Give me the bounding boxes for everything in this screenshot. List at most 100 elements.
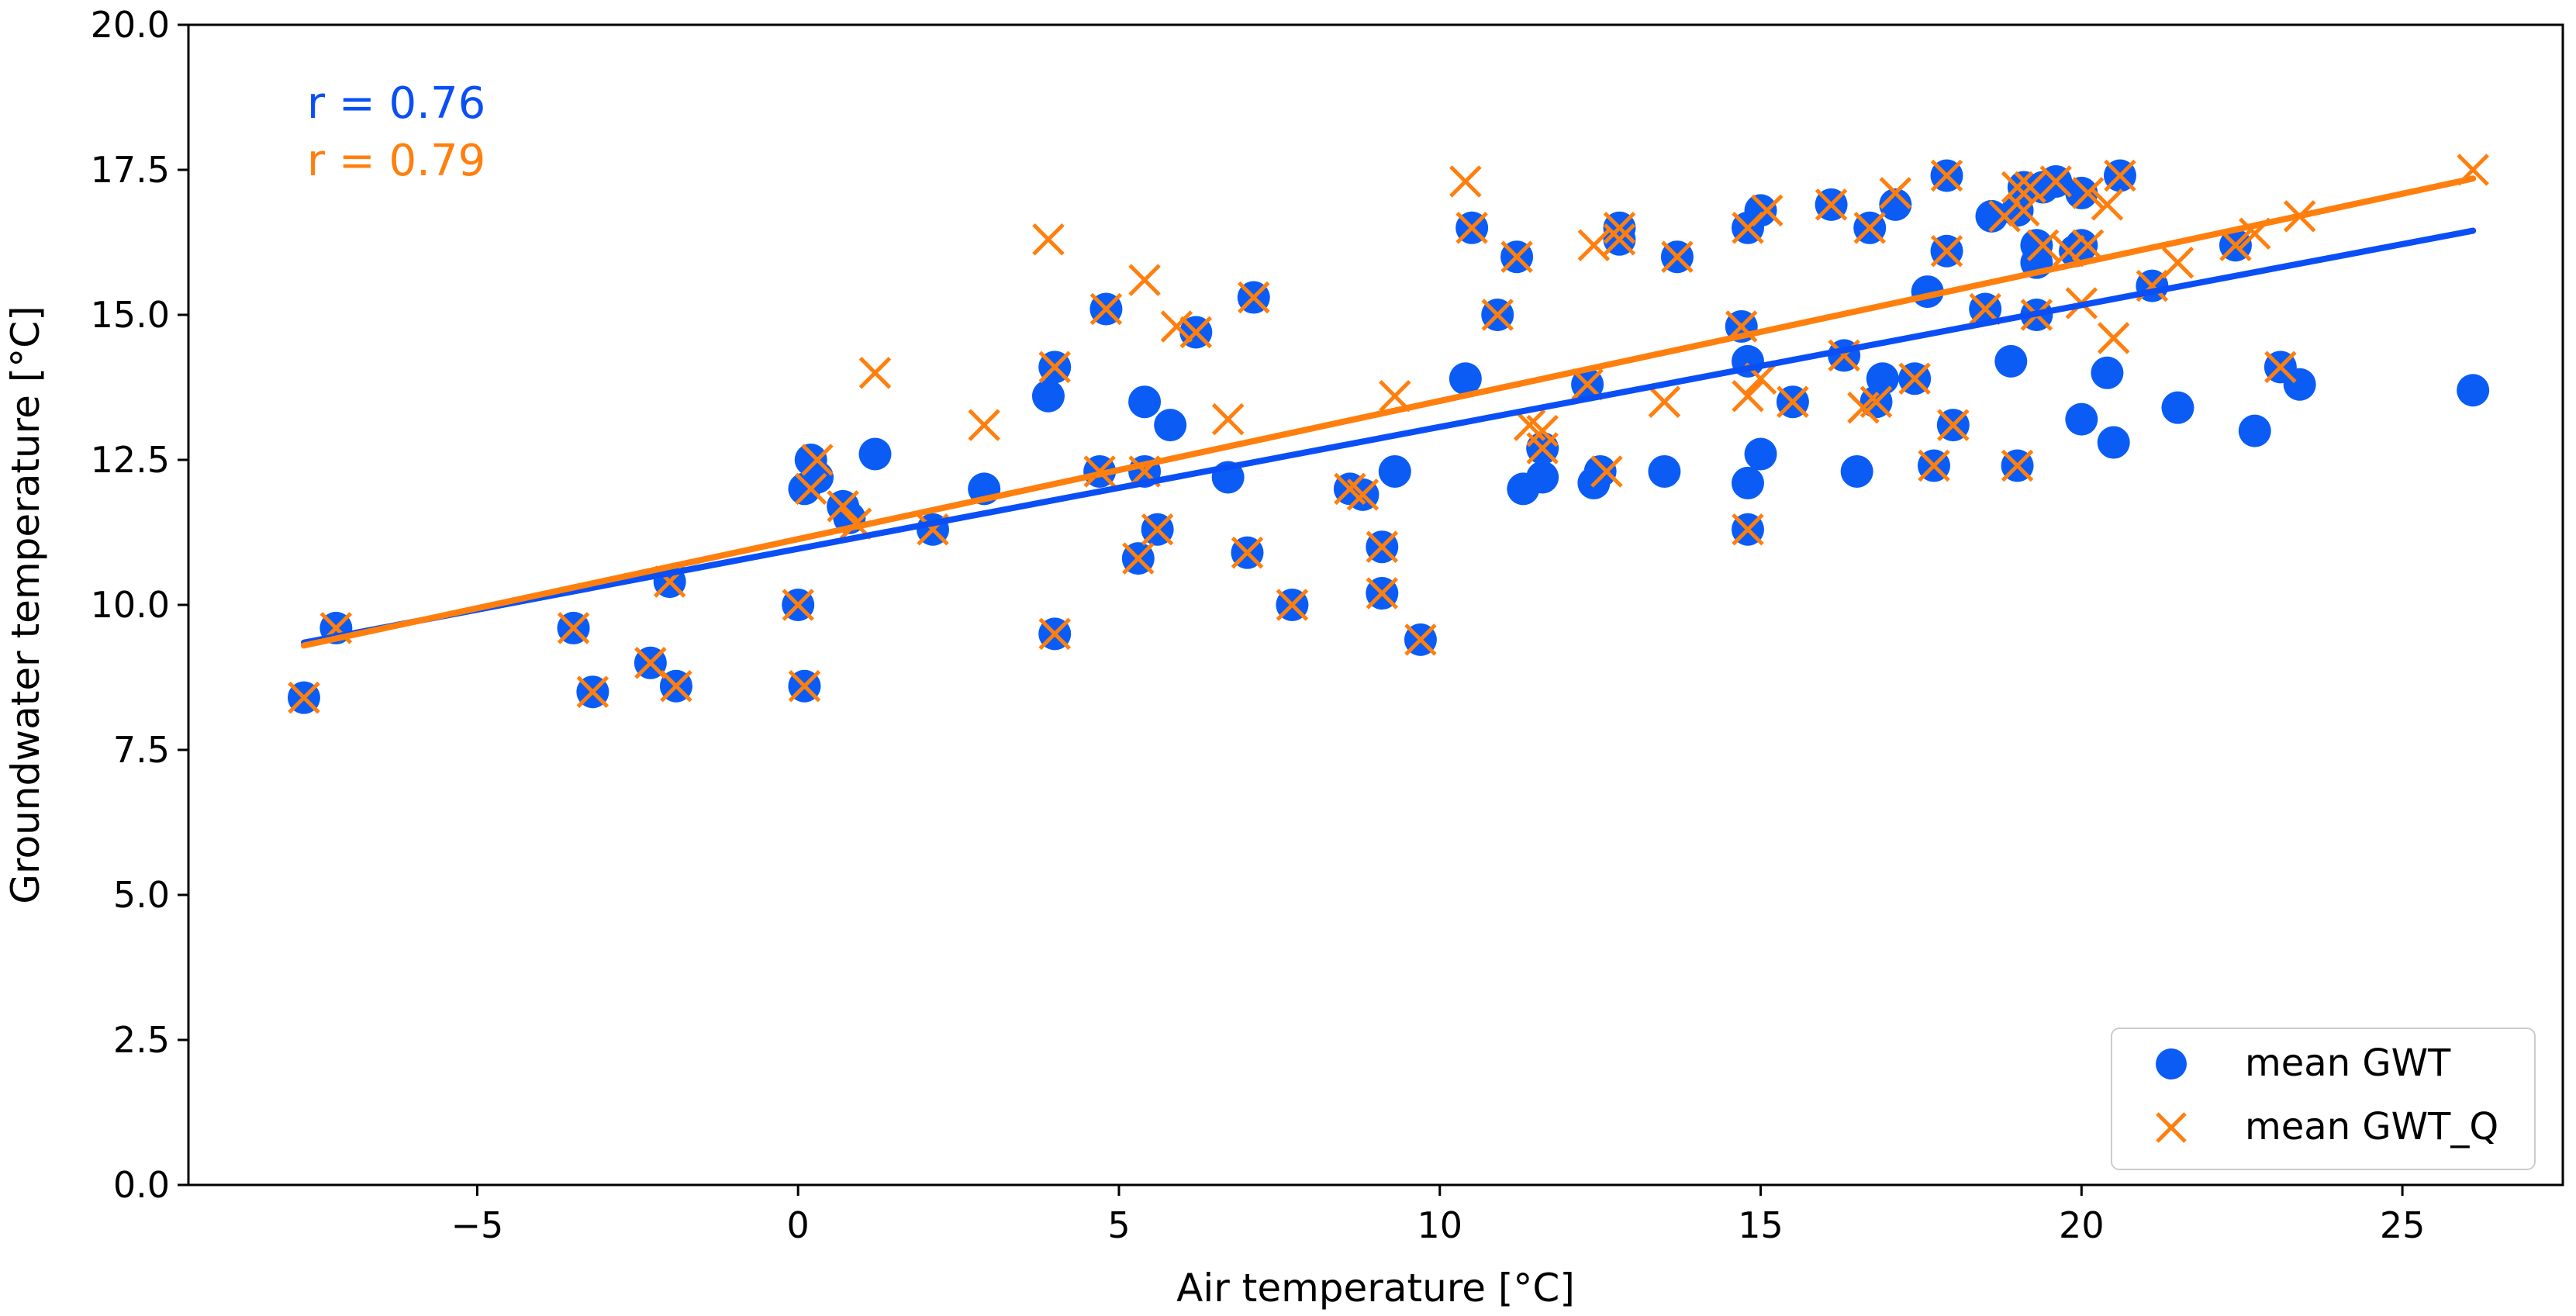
point-x-stroke xyxy=(1141,513,1174,546)
y-tick-label: 7.5 xyxy=(113,729,170,771)
y-tick-label: 0.0 xyxy=(113,1164,170,1206)
point-mean-gwt-q xyxy=(1122,542,1155,575)
point-x-stroke xyxy=(634,647,667,679)
point-mean-gwt-q xyxy=(827,490,859,523)
point-mean-gwt-q xyxy=(2008,194,2040,227)
point-x-stroke xyxy=(858,357,892,389)
point-mean-gwt-q xyxy=(1455,212,1488,244)
point-x-stroke xyxy=(2071,177,2105,209)
point-mean-gwt xyxy=(1744,194,1777,227)
point-x-stroke xyxy=(1930,234,1963,268)
point-mean-gwt-q xyxy=(1237,281,1270,314)
point-mean-gwt-q xyxy=(782,589,814,621)
point-mean-gwt-q xyxy=(1231,536,1264,569)
point-mean-gwt-q xyxy=(1751,194,1784,227)
point-mean-gwt-q xyxy=(2014,171,2046,204)
point-mean-gwt-q xyxy=(1449,165,1482,198)
point-mean-gwt-q xyxy=(1777,385,1809,418)
point-mean-gwt-q xyxy=(1918,449,1950,482)
point-mean-gwt-q xyxy=(1930,159,1963,192)
x-axis-title: Air temperature [°C] xyxy=(1176,1266,1575,1311)
point-mean-gwt-q xyxy=(968,409,1000,441)
point-x-stroke xyxy=(788,669,821,703)
point-mean-gwt-q xyxy=(2039,165,2072,198)
point-mean-gwt-q xyxy=(1577,229,1611,262)
point-mean-gwt-q xyxy=(1853,212,1886,244)
point-mean-gwt-q xyxy=(1930,234,1963,268)
fit-mean-gwt_q-line xyxy=(300,175,2477,649)
point-x-stroke xyxy=(1777,385,1809,418)
point-mean-gwt-q xyxy=(1032,223,1065,256)
point-mean-gwt-q xyxy=(1366,577,1399,610)
legend: mean GWT mean GWT_Q xyxy=(2111,1028,2536,1170)
point-mean-gwt xyxy=(1128,385,1162,419)
point-x-stroke xyxy=(2001,171,2034,204)
point-mean-gwt-q xyxy=(1160,310,1193,343)
point-mean-gwt xyxy=(2097,426,2130,459)
point-x-stroke xyxy=(1038,617,1071,651)
point-x-stroke xyxy=(1744,362,1777,395)
x-tick-label: 15 xyxy=(1738,1204,1784,1246)
point-x-stroke xyxy=(1930,159,1963,192)
point-x-stroke xyxy=(1160,310,1193,343)
point-x-stroke xyxy=(1603,223,1636,256)
point-mean-gwt-q xyxy=(1366,530,1399,563)
point-mean-gwt xyxy=(1866,362,1899,395)
x-axis-ticks: −5 0 5 10 15 20 25 xyxy=(451,1185,2425,1246)
point-x-stroke xyxy=(1032,223,1065,256)
point-mean-gwt-q xyxy=(1648,385,1681,418)
x-tick-label: −5 xyxy=(451,1204,503,1246)
point-x-stroke xyxy=(1237,281,1270,314)
x-tick-label: 20 xyxy=(2059,1204,2105,1246)
point-x-stroke xyxy=(1815,188,1848,221)
point-x-stroke xyxy=(1590,455,1623,488)
point-mean-gwt-q xyxy=(1038,617,1071,651)
point-mean-gwt xyxy=(858,437,892,471)
point-x-stroke xyxy=(2091,188,2124,221)
point-mean-gwt-q xyxy=(1089,292,1123,326)
legend-box xyxy=(2111,1028,2536,1170)
point-x-stroke xyxy=(801,444,834,476)
point-mean-gwt-q xyxy=(2026,229,2060,262)
point-x-stroke xyxy=(1038,351,1071,384)
point-x-stroke xyxy=(2039,165,2072,198)
point-mean-gwt-q xyxy=(1038,351,1071,384)
point-mean-gwt xyxy=(1731,466,1764,499)
point-x-stroke xyxy=(1379,379,1411,413)
point-mean-gwt-q xyxy=(1276,589,1309,621)
point-mean-gwt xyxy=(2065,176,2098,209)
y-tick-label: 2.5 xyxy=(113,1019,170,1061)
point-x-stroke xyxy=(2104,159,2136,192)
point-mean-gwt xyxy=(1879,188,1912,221)
point-x-stroke xyxy=(1648,385,1681,418)
point-x-stroke xyxy=(1751,194,1784,227)
correlation-label-gwt-q: r = 0.79 xyxy=(307,136,485,186)
point-x-stroke xyxy=(2053,234,2085,268)
point-x-stroke xyxy=(1603,212,1636,244)
y-axis-ticks: 0.0 2.5 5.0 7.5 10.0 12.5 15.0 17.5 20.0 xyxy=(91,4,188,1206)
x-tick-label: 10 xyxy=(1417,1204,1462,1246)
point-x-stroke xyxy=(1937,409,1970,441)
point-mean-gwt-q xyxy=(1481,299,1514,331)
point-x-stroke xyxy=(782,589,814,621)
point-mean-gwt-q xyxy=(2219,229,2252,262)
point-mean-gwt-q xyxy=(288,681,320,714)
point-x-stroke xyxy=(1571,368,1604,401)
point-x-stroke xyxy=(2097,322,2130,354)
legend-label-mean-gwt: mean GWT xyxy=(2245,1041,2451,1085)
point-x-stroke xyxy=(2264,351,2297,384)
point-x-stroke xyxy=(1879,177,1912,209)
legend-marker-mean-gwt xyxy=(2156,1048,2187,1079)
point-mean-gwt xyxy=(1583,454,1617,488)
point-mean-gwt-q xyxy=(1603,223,1636,256)
point-mean-gwt xyxy=(2065,402,2098,436)
point-x-stroke xyxy=(1898,362,1931,395)
x-tick-label: 0 xyxy=(787,1204,810,1246)
point-mean-gwt-q xyxy=(1732,513,1764,546)
fit-mean-gwt-line xyxy=(300,227,2477,646)
point-mean-gwt-q xyxy=(2001,449,2034,482)
point-mean-gwt-q xyxy=(1988,200,2021,233)
point-x-stroke xyxy=(794,472,827,506)
point-mean-gwt-q xyxy=(1346,478,1380,511)
point-mean-gwt-q xyxy=(2091,188,2124,221)
